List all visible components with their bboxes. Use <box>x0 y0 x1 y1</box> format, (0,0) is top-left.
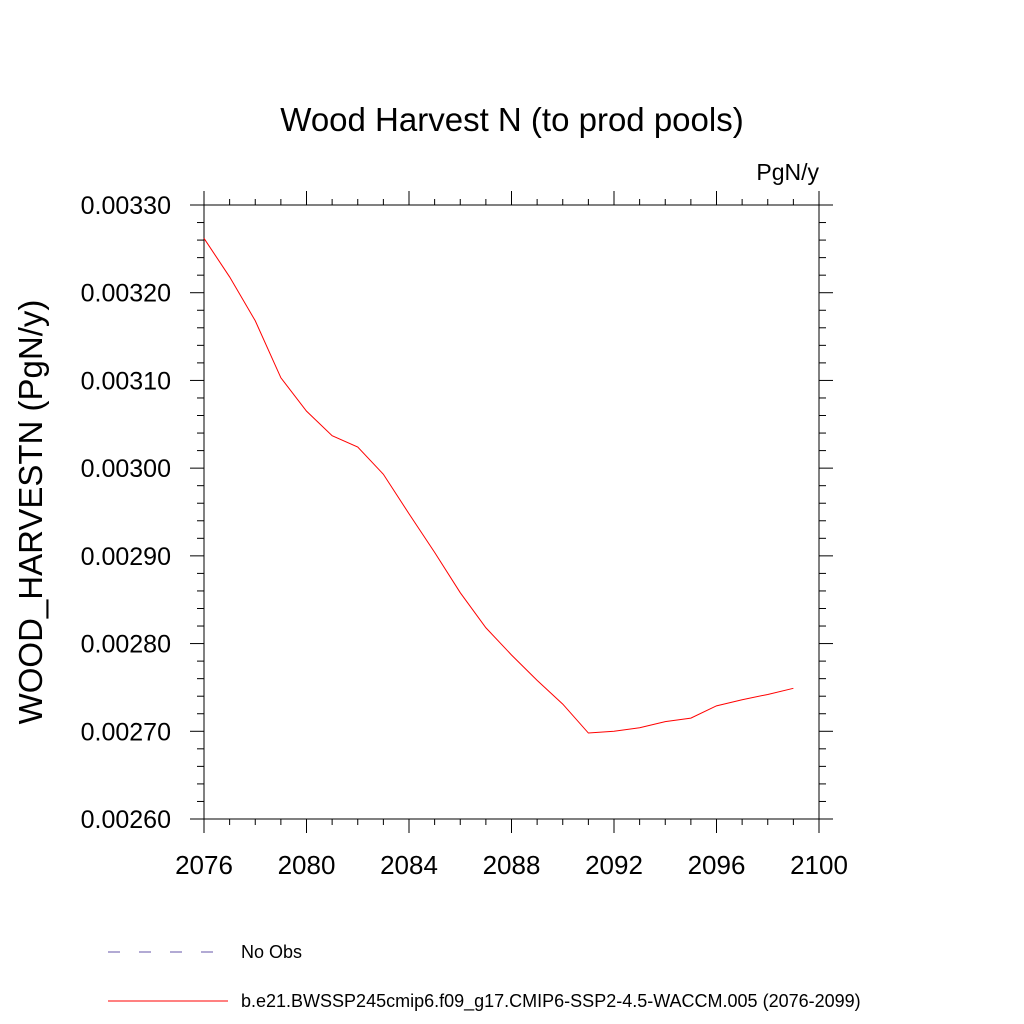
y-tick-label: 0.00260 <box>81 806 171 834</box>
y-axis-title: WOOD_HARVESTN (PgN/y) <box>12 300 49 725</box>
y-tick-label: 0.00300 <box>81 455 171 483</box>
x-tick-label: 2084 <box>380 850 438 880</box>
plot-border <box>203 204 820 820</box>
legend: No Obs b.e21.BWSSP245cmip6.f09_g17.CMIP6-… <box>108 942 861 1012</box>
y-tick-label: 0.00320 <box>81 280 171 308</box>
y-tick-label: 0.00310 <box>81 367 171 395</box>
legend-label: b.e21.BWSSP245cmip6.f09_g17.CMIP6-SSP2-4… <box>241 991 861 1012</box>
x-tick-label: 2100 <box>790 850 848 880</box>
y-axis-ticks: 0.00260 0.00270 0.00280 0.00290 0.00300 0.003… <box>81 192 833 834</box>
legend-label: No Obs <box>241 942 302 962</box>
chart-title: Wood Harvest N (to prod pools) <box>280 101 743 138</box>
x-tick-label: 2088 <box>483 850 541 880</box>
y-tick-label: 0.00270 <box>81 718 171 746</box>
series-layer <box>203 238 794 734</box>
x-tick-label: 2096 <box>688 850 746 880</box>
x-tick-label: 2092 <box>585 850 643 880</box>
x-tick-label: 2080 <box>278 850 336 880</box>
units-label: PgN/y <box>756 159 819 185</box>
plot-frame <box>203 204 820 820</box>
series-line <box>203 238 794 734</box>
y-tick-label: 0.00280 <box>81 631 171 659</box>
y-tick-label: 0.00290 <box>81 543 171 571</box>
x-tick-label: 2076 <box>175 850 233 880</box>
x-axis-ticks: 2076 2080 2084 2088 2092 2096 2100 <box>175 191 848 880</box>
y-tick-label: 0.00330 <box>81 192 171 220</box>
